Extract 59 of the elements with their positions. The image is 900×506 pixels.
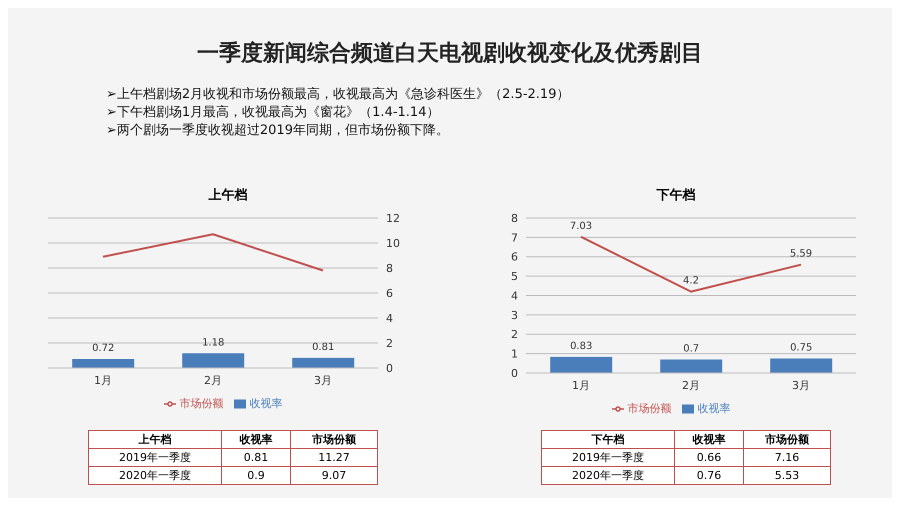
data-label: 0.83 bbox=[570, 340, 592, 352]
text: 上午档 bbox=[88, 430, 222, 448]
legend-label: 市场份额 bbox=[628, 402, 672, 415]
data-label: 5.53 bbox=[743, 466, 830, 484]
y-tick-label: 2 bbox=[511, 328, 518, 342]
data-label: 7.03 bbox=[570, 220, 592, 232]
y-tick-label: 2 bbox=[386, 336, 393, 350]
x-tick-label: 3月 bbox=[314, 374, 332, 387]
y-tick-label: 3 bbox=[511, 308, 518, 322]
legend-label: 市场份额 bbox=[180, 397, 224, 410]
x-tick-label: 3月 bbox=[792, 378, 810, 392]
x-tick-label: 1月 bbox=[572, 378, 590, 392]
x-tick-label: 1月 bbox=[94, 374, 112, 387]
x-tick-label: 2月 bbox=[682, 378, 700, 392]
y-tick-label: 4 bbox=[511, 289, 518, 302]
data-label: 0.7 bbox=[683, 343, 700, 354]
data-label: 11.27 bbox=[290, 448, 378, 466]
data-label: 9.07 bbox=[290, 466, 378, 484]
text: ➢两个剧场一季度收视超过2019年同期，但市场份额下降。 bbox=[106, 122, 450, 140]
text: 市场份额 bbox=[743, 430, 830, 448]
y-tick-label: 8 bbox=[511, 212, 518, 225]
data-label: 4.2 bbox=[683, 276, 699, 287]
y-tick-label: 12 bbox=[386, 212, 400, 225]
y-tick-label: 4 bbox=[386, 312, 393, 325]
category-label: 2019年一季度 bbox=[542, 448, 674, 466]
y-tick-label: 6 bbox=[386, 286, 393, 300]
category-label: 2020年一季度 bbox=[542, 466, 674, 484]
x-tick-label: 2月 bbox=[204, 374, 222, 387]
legend-label: 收视率 bbox=[698, 402, 730, 415]
category-label: 2020年一季度 bbox=[88, 466, 222, 484]
data-label: 0.81 bbox=[312, 342, 334, 353]
y-tick-label: 7 bbox=[511, 231, 518, 244]
data-label: 0.66 bbox=[674, 448, 744, 466]
series-label: 收视率 bbox=[222, 430, 290, 448]
y-tick-label: 6 bbox=[511, 250, 518, 264]
series-label: 收视率 bbox=[674, 430, 744, 448]
data-label: 5.59 bbox=[790, 248, 812, 260]
y-tick-label: 5 bbox=[511, 270, 518, 284]
legend-label: 收视率 bbox=[250, 397, 282, 410]
data-label: 0.9 bbox=[222, 466, 290, 484]
y-tick-label: 10 bbox=[386, 236, 400, 250]
text: ➢下午档剧场1月最高，收视最高为《窗花》（1.4-1.14） bbox=[106, 104, 440, 122]
data-label: 0.75 bbox=[790, 342, 812, 354]
text: 市场份额 bbox=[290, 430, 378, 448]
data-label: 0.72 bbox=[92, 343, 114, 354]
text: ➢上午档剧场2月收视和市场份额最高，收视最高为《急诊科医生》（2.5-2.19） bbox=[106, 86, 570, 104]
data-label: 7.16 bbox=[743, 448, 830, 466]
data-label: 0.81 bbox=[222, 448, 290, 466]
text: 一季度新闻综合频道白天电视剧收视变化及优秀剧目 bbox=[196, 40, 704, 68]
data-label: 1.18 bbox=[202, 337, 224, 348]
y-tick-label: 0 bbox=[386, 362, 393, 375]
y-tick-label: 8 bbox=[386, 262, 393, 275]
y-tick-label: 0 bbox=[511, 366, 518, 380]
chart-title: 上午档 bbox=[208, 187, 248, 205]
text: 下午档 bbox=[542, 430, 674, 448]
y-tick-label: 1 bbox=[511, 348, 518, 361]
category-label: 2019年一季度 bbox=[88, 448, 222, 466]
data-label: 0.76 bbox=[674, 466, 744, 484]
chart-title: 下午档 bbox=[656, 187, 696, 205]
